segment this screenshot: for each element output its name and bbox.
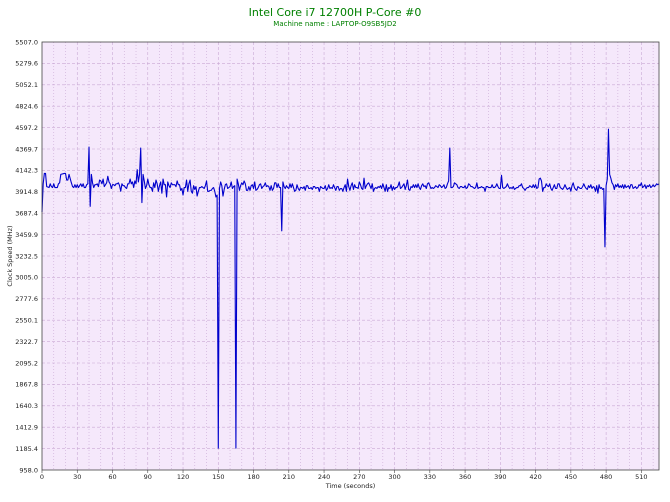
x-tick-label: 360 bbox=[459, 473, 471, 481]
x-tick-label: 120 bbox=[177, 473, 189, 481]
x-tick-label: 450 bbox=[565, 473, 577, 481]
x-tick-label: 300 bbox=[388, 473, 400, 481]
x-tick-label: 390 bbox=[494, 473, 506, 481]
y-tick-label: 3459.9 bbox=[15, 231, 38, 239]
y-axis-ticks: 958.0 1185.4 1412.9 1640.3 1867.8 2095.2 2322.… bbox=[15, 38, 38, 474]
x-tick-label: 480 bbox=[600, 473, 612, 481]
x-axis-ticks: 0 30 60 90 120 150 180 210 240 270 300 330 360 390 420… bbox=[40, 470, 648, 481]
x-tick-label: 330 bbox=[424, 473, 436, 481]
y-tick-label: 4824.6 bbox=[15, 103, 38, 111]
y-tick-label: 3687.4 bbox=[15, 210, 38, 218]
series-line bbox=[41, 128, 660, 449]
x-tick-label: 150 bbox=[212, 473, 224, 481]
y-tick-label: 5279.6 bbox=[15, 60, 38, 68]
y-tick-label: 2095.2 bbox=[15, 359, 38, 367]
y-tick-label: 5052.1 bbox=[15, 81, 38, 89]
x-axis-label: Time (seconds) bbox=[325, 482, 376, 490]
y-tick-label: 1640.3 bbox=[15, 402, 38, 410]
y-tick-label: 4597.2 bbox=[15, 124, 38, 132]
y-tick-label: 3005.0 bbox=[15, 274, 38, 282]
y-tick-label: 4369.7 bbox=[15, 145, 38, 153]
x-tick-label: 0 bbox=[40, 473, 44, 481]
x-tick-label: 210 bbox=[283, 473, 295, 481]
x-tick-label: 270 bbox=[353, 473, 365, 481]
chart-subtitle: Machine name : LAPTOP-O9SB5JD2 bbox=[273, 20, 397, 28]
y-tick-label: 2777.6 bbox=[15, 295, 38, 303]
y-tick-label: 1867.8 bbox=[15, 381, 38, 389]
x-tick-label: 60 bbox=[108, 473, 116, 481]
x-tick-label: 90 bbox=[144, 473, 152, 481]
y-tick-label: 5507.0 bbox=[15, 38, 38, 46]
y-tick-label: 3232.5 bbox=[15, 252, 38, 260]
plot-border bbox=[41, 41, 660, 471]
y-tick-label: 4142.3 bbox=[15, 167, 38, 175]
chart-title: Intel Core i7 12700H P-Core #0 bbox=[248, 6, 422, 19]
x-tick-label: 420 bbox=[529, 473, 541, 481]
grid-lines bbox=[42, 42, 659, 470]
y-tick-label: 2550.1 bbox=[15, 317, 38, 325]
x-tick-label: 180 bbox=[247, 473, 259, 481]
x-tick-label: 30 bbox=[73, 473, 81, 481]
y-tick-label: 1185.4 bbox=[15, 445, 38, 453]
y-tick-label: 1412.9 bbox=[15, 424, 38, 432]
x-tick-label: 510 bbox=[635, 473, 647, 481]
y-tick-label: 958.0 bbox=[19, 466, 38, 474]
y-tick-label: 2322.7 bbox=[15, 338, 38, 346]
x-tick-label: 240 bbox=[318, 473, 330, 481]
y-tick-label: 3914.8 bbox=[15, 188, 38, 196]
y-axis-label: Clock Speed (MHz) bbox=[6, 225, 14, 286]
